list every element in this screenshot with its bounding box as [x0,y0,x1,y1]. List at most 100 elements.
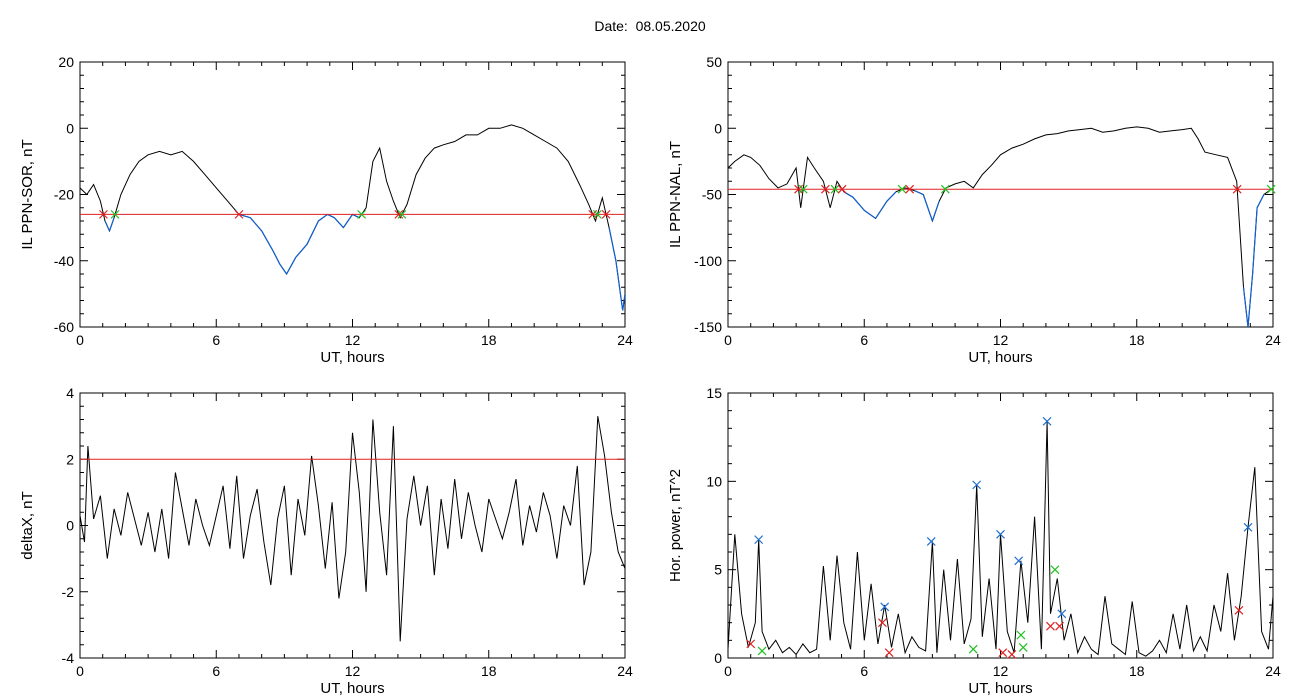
x-tick-label: 0 [76,663,84,679]
series-line [728,126,1273,327]
y-tick-label: 50 [706,54,722,70]
y-tick-label: 0 [714,120,722,136]
peak-marker [1018,642,1028,652]
crossing-marker [905,184,915,194]
peak-marker [968,644,978,654]
crossing-marker [394,209,404,219]
crossing-marker [820,184,830,194]
y-axis-label: Hor. power, nT^2 [667,469,684,582]
x-tick-label: 0 [76,332,84,348]
crossing-marker [593,209,602,219]
x-tick-label: 24 [617,332,633,348]
y-axis-label: deltaX, nT [19,491,36,559]
crossing-marker [837,184,847,194]
x-tick-label: 24 [1265,663,1281,679]
x-tick-label: 18 [481,332,497,348]
plot-frame [727,61,1274,328]
peak-marker [757,646,767,656]
x-tick-label: 0 [724,332,732,348]
y-tick-label: 10 [706,473,722,489]
crossing-marker [897,184,907,194]
x-tick-label: 0 [724,663,732,679]
crossing-marker [357,209,367,219]
crossing-marker [1232,184,1242,194]
x-tick-label: 18 [1129,332,1145,348]
x-tick-label: 24 [1265,332,1281,348]
x-axis-label: UT, hours [968,349,1032,366]
x-axis-label: UT, hours [320,680,384,697]
crossing-marker [940,184,950,194]
y-tick-label: -50 [702,187,722,203]
y-tick-label: -150 [694,319,722,335]
x-tick-label: 24 [617,663,633,679]
peak-marker [877,618,887,628]
x-tick-label: 12 [993,332,1009,348]
x-tick-label: 18 [1129,663,1145,679]
disturbed-segment [843,189,1265,327]
y-tick-label: -40 [54,253,74,269]
y-tick-label: -4 [62,650,75,666]
plot-frame [727,392,1274,659]
disturbed-segment [104,213,625,311]
panel-nal: 0 6 12 18 24 -150 -100 -50 0 50 UT, hours IL PPN-NA… [667,54,1281,366]
y-axis-label: IL PPN-SOR, nT [19,139,36,249]
series-line [728,421,1273,657]
peak-marker [754,535,764,545]
peak-marker [1234,605,1244,615]
peak-marker [884,648,894,658]
peak-marker [1007,650,1017,659]
peak-marker [1014,556,1024,566]
series-line [80,416,625,642]
y-tick-label: -2 [62,584,75,600]
y-tick-label: 0 [714,650,722,666]
date-value: 08.05.2020 [635,18,706,34]
x-tick-label: 12 [345,332,361,348]
crossing-marker [99,209,108,219]
x-tick-label: 6 [860,663,868,679]
x-axis-label: UT, hours [320,349,384,366]
crossing-marker [1266,184,1276,194]
y-tick-label: 15 [706,385,722,401]
y-tick-label: 0 [66,518,74,534]
crossing-marker [234,209,244,219]
x-axis-label: UT, hours [968,680,1032,697]
y-tick-label: 4 [66,385,74,401]
peak-marker [996,529,1005,539]
peak-marker [998,648,1008,658]
panel-sor: 0 6 12 18 24 -60 -40 -20 0 20 UT, hours IL PPN-SOR,… [19,54,633,366]
x-tick-label: 18 [481,663,497,679]
plot-frame [79,392,626,659]
peak-marker [972,480,982,490]
peak-marker [1016,630,1026,640]
x-tick-label: 12 [993,663,1009,679]
peak-marker [926,536,936,546]
y-tick-label: -100 [694,253,722,269]
peak-marker [880,602,890,612]
plot-frame [79,61,626,328]
y-tick-label: 2 [66,451,74,467]
x-tick-label: 6 [212,663,220,679]
peak-marker [1046,621,1055,631]
series-line [80,124,625,311]
date-label: Date: [594,18,628,34]
crossing-marker [601,209,611,219]
y-tick-label: -20 [54,187,74,203]
y-axis-label: IL PPN-NAL, nT [667,141,684,248]
crossing-marker [830,184,840,194]
peak-marker [1042,416,1052,426]
x-tick-label: 6 [860,332,868,348]
x-tick-label: 12 [345,663,361,679]
x-tick-label: 6 [212,332,220,348]
y-tick-label: -60 [54,319,74,335]
figure-title: Date: 08.05.2020 [0,18,1300,34]
peak-marker [1055,621,1064,631]
peak-marker [1243,522,1253,532]
crossing-marker [397,209,407,219]
panel-power: 0 6 12 18 24 0 5 10 15 UT, hours Hor. power, nT^2 [667,385,1281,697]
peak-marker [746,639,756,649]
y-tick-label: 0 [66,120,74,136]
peak-marker [1050,565,1060,575]
crossing-marker [110,209,120,219]
